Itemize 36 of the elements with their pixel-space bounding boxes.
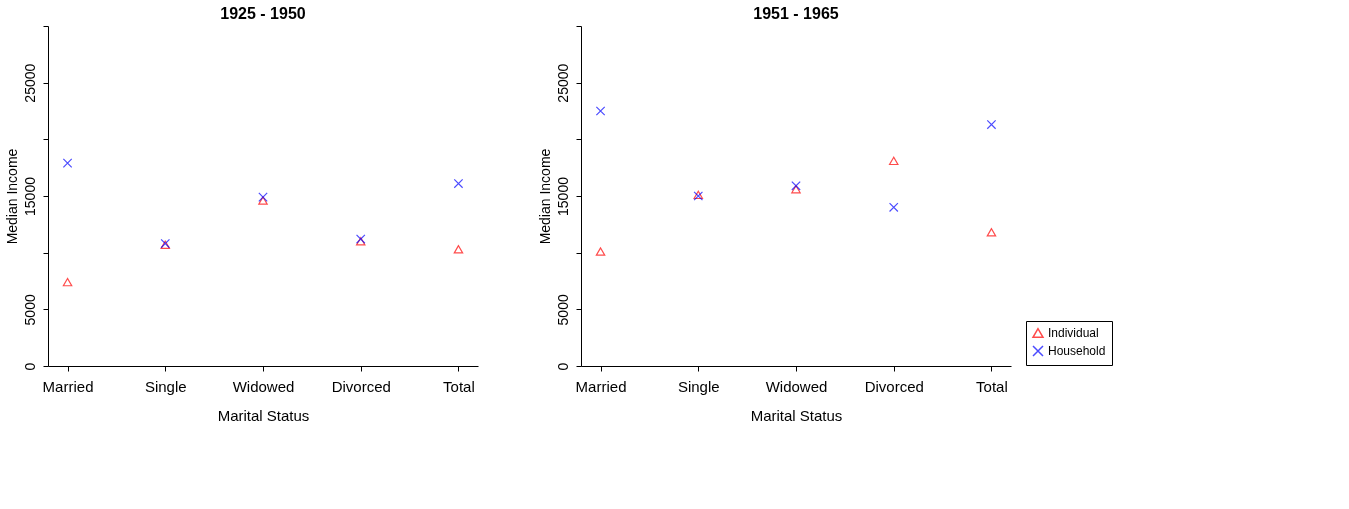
- point: [595, 106, 606, 116]
- point: [453, 245, 464, 254]
- x-tick-label: Divorced: [864, 377, 924, 395]
- y-axis-title: Median Income: [3, 148, 20, 245]
- point: [62, 277, 73, 287]
- legend-label: Household: [1048, 344, 1106, 358]
- point: [986, 228, 997, 237]
- point: [888, 156, 899, 166]
- y-tick-label: 0: [21, 362, 38, 371]
- y-tick-label: 5000: [554, 294, 571, 326]
- chart-title: 1951 - 1965: [753, 4, 839, 22]
- x-axis-title: Marital Status: [217, 406, 310, 424]
- x-tick-label: Single: [677, 377, 720, 395]
- x-axis-title: Marital Status: [750, 406, 843, 424]
- x-tick-label: Widowed: [232, 377, 295, 395]
- y-tick-label: 15000: [554, 176, 571, 216]
- point: [595, 247, 606, 256]
- legend-label: Individual: [1048, 326, 1099, 340]
- x-tick-label: Married: [575, 377, 627, 395]
- x-tick-label: Widowed: [765, 377, 828, 395]
- point: [62, 158, 73, 168]
- x-tick-label: Married: [42, 377, 94, 395]
- y-tick-label: 25000: [554, 63, 571, 103]
- x-tick-label: Total: [976, 377, 1008, 395]
- x-tick-label: Single: [144, 377, 187, 395]
- point: [453, 178, 464, 189]
- point: [986, 119, 997, 130]
- x-tick-label: Divorced: [331, 377, 391, 395]
- x-tick-label: Total: [443, 377, 475, 395]
- chart-title: 1925 - 1950: [220, 4, 306, 22]
- y-axis-title: Median Income: [536, 148, 553, 245]
- point: [888, 202, 899, 213]
- y-tick-label: 15000: [21, 176, 38, 216]
- y-tick-label: 0: [554, 362, 571, 371]
- y-tick-label: 25000: [21, 63, 38, 103]
- y-tick-label: 5000: [21, 294, 38, 326]
